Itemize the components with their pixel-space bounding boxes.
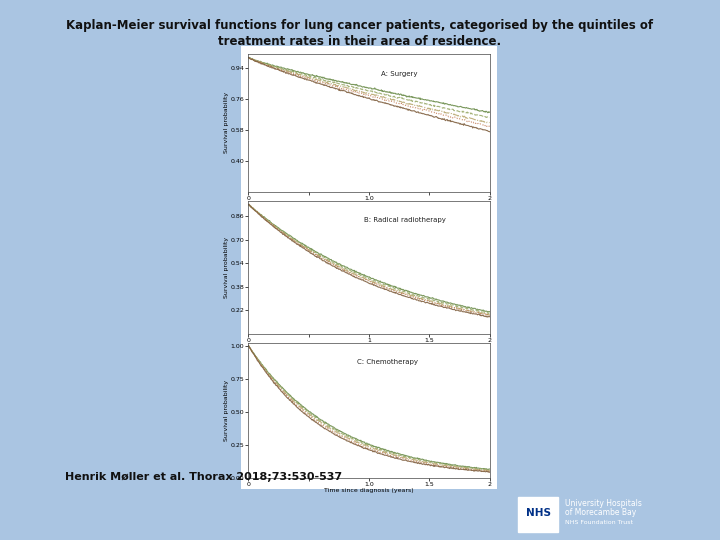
X-axis label: Time since radiotherapy (years): Time since radiotherapy (years) xyxy=(319,345,419,349)
Y-axis label: Survival probability: Survival probability xyxy=(224,92,229,153)
X-axis label: Time from diagnosis (years): Time from diagnosis (years) xyxy=(325,202,413,207)
Text: A: Surgery: A: Surgery xyxy=(381,71,418,77)
Y-axis label: Survival probability: Survival probability xyxy=(224,380,229,441)
Text: Henrik Møller et al. Thorax 2018;73:530-537: Henrik Møller et al. Thorax 2018;73:530-… xyxy=(65,471,342,482)
Text: NHS Foundation Trust: NHS Foundation Trust xyxy=(565,519,633,524)
Text: of Morecambe Bay: of Morecambe Bay xyxy=(565,508,636,517)
X-axis label: Time since diagnosis (years): Time since diagnosis (years) xyxy=(324,489,414,494)
Text: University Hospitals: University Hospitals xyxy=(565,500,642,508)
Text: Kaplan-Meier survival functions for lung cancer patients, categorised by the qui: Kaplan-Meier survival functions for lung… xyxy=(66,19,654,32)
Text: C: Chemotherapy: C: Chemotherapy xyxy=(357,359,418,365)
Text: treatment rates in their area of residence.: treatment rates in their area of residen… xyxy=(218,35,502,48)
Text: NHS: NHS xyxy=(526,508,551,518)
Text: B: Radical radiotherapy: B: Radical radiotherapy xyxy=(364,217,446,224)
Y-axis label: Survival probability: Survival probability xyxy=(224,237,229,298)
